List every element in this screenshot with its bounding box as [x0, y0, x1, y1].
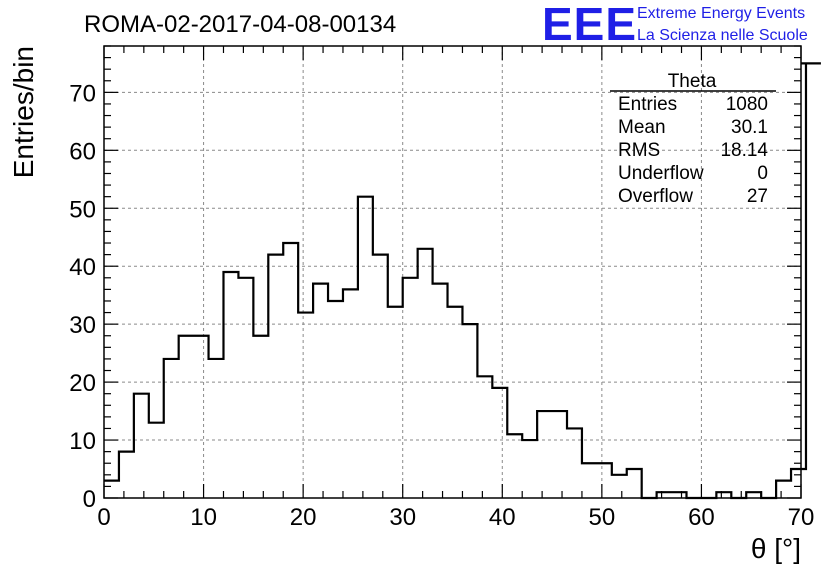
stats-rows: Entries 1080 Mean 30.1 RMS 18.14 Underflow 0 Ove… — [618, 94, 768, 207]
histogram-bin — [194, 336, 209, 498]
stats-box-name: Theta — [668, 71, 717, 92]
histogram-bin — [179, 336, 194, 498]
histogram-bin — [104, 481, 119, 498]
histogram-outline — [104, 62, 821, 500]
brand-logo: EEE Extreme Energy Events La Scienza nel… — [542, 0, 808, 50]
histogram-bin — [403, 278, 418, 498]
histogram-bin — [268, 255, 283, 498]
y-tick-labels: 0 10 20 30 40 50 60 70 — [69, 80, 96, 513]
histogram-bin — [388, 307, 403, 498]
histogram-bin — [627, 469, 642, 498]
histogram-bin — [253, 336, 268, 498]
x-axis-label: θ [°] — [751, 533, 801, 564]
stats-row-label: Entries — [618, 94, 677, 115]
axis-ticks — [103, 45, 802, 499]
histogram-bin — [149, 423, 164, 498]
histogram-bin — [313, 284, 328, 498]
stats-row-label: RMS — [618, 140, 660, 161]
histogram-bin — [298, 313, 313, 498]
histogram-bin — [477, 376, 492, 498]
histogram-bin — [223, 272, 238, 498]
histogram-bin — [238, 278, 253, 498]
stats-row-label: Mean — [618, 117, 666, 138]
stats-row-value: 30.1 — [731, 117, 768, 138]
histogram-bin — [462, 324, 477, 498]
y-tick-label: 40 — [69, 254, 96, 281]
histogram-bin — [373, 255, 388, 498]
histogram-bin — [552, 411, 567, 498]
stats-row-value: 18.14 — [720, 140, 768, 161]
histogram-bin — [343, 289, 358, 498]
y-axis-label: Entries/bin — [8, 46, 39, 178]
histogram-bins — [104, 63, 821, 498]
histogram-bin — [358, 197, 373, 498]
histogram-bin — [507, 434, 522, 498]
histogram-bin — [164, 359, 179, 498]
histogram-bin — [806, 63, 821, 498]
histogram-bin — [418, 249, 433, 498]
x-tick-labels: 0 10 20 30 40 50 60 70 — [97, 504, 814, 531]
y-tick-label: 60 — [69, 138, 96, 165]
chart-title: ROMA-02-2017-04-08-00134 — [84, 11, 396, 38]
histogram-bin — [522, 440, 537, 498]
histogram-bin — [492, 388, 507, 498]
x-tick-label: 0 — [97, 504, 110, 531]
x-tick-label: 30 — [389, 504, 416, 531]
x-tick-label: 40 — [489, 504, 516, 531]
x-tick-label: 50 — [589, 504, 616, 531]
x-tick-label: 70 — [788, 504, 815, 531]
histogram-bin — [567, 428, 582, 498]
stats-row-value: 27 — [747, 186, 768, 207]
x-tick-label: 60 — [688, 504, 715, 531]
y-tick-label: 20 — [69, 370, 96, 397]
histogram-bin — [448, 307, 463, 498]
x-tick-label: 20 — [290, 504, 317, 531]
histogram-bin — [537, 411, 552, 498]
histogram-bin — [328, 301, 343, 498]
histogram-bin — [612, 475, 627, 498]
y-tick-label: 50 — [69, 196, 96, 223]
y-tick-label: 10 — [69, 428, 96, 455]
stats-row-value: 0 — [757, 163, 768, 184]
histogram-bin — [119, 452, 134, 498]
stats-box: Theta Entries 1080 Mean 30.1 RMS 18.14 Underfl… — [610, 71, 776, 207]
brand-logo-mark: EEE — [542, 0, 637, 50]
y-tick-label: 0 — [83, 486, 96, 513]
histogram-bin — [209, 359, 224, 498]
y-tick-label: 30 — [69, 312, 96, 339]
histogram-bin — [776, 481, 791, 498]
plot-frame — [103, 45, 802, 499]
histogram-bin — [582, 463, 597, 498]
stats-row-label: Underflow — [618, 163, 704, 184]
x-tick-label: 10 — [190, 504, 217, 531]
grid-lines — [104, 46, 801, 498]
stats-row-label: Overflow — [618, 186, 693, 207]
histogram-bin — [433, 284, 448, 498]
y-tick-label: 70 — [69, 80, 96, 107]
histogram-bin — [791, 469, 806, 498]
brand-line-1: Extreme Energy Events — [637, 5, 805, 22]
histogram-bin — [283, 243, 298, 498]
histogram-bin — [597, 463, 612, 498]
stats-row-value: 1080 — [726, 94, 768, 115]
brand-line-2: La Scienza nelle Scuole — [637, 27, 808, 44]
histogram-bin — [134, 394, 149, 498]
